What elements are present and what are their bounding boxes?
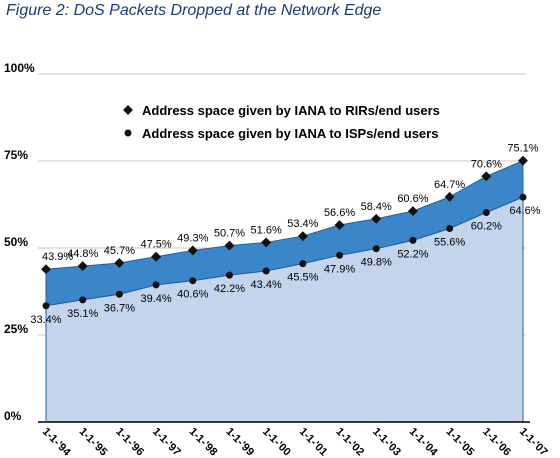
- marker-circle: [42, 302, 50, 310]
- legend-marker-diamond: [123, 105, 133, 115]
- marker-diamond: [407, 206, 418, 217]
- marker-diamond: [151, 251, 162, 262]
- x-tick-label: 1-1-'05: [443, 426, 476, 458]
- data-label-isps: 33.4%: [30, 314, 61, 326]
- marker-circle: [482, 209, 490, 217]
- data-label-isps: 42.2%: [214, 283, 245, 295]
- marker-diamond: [444, 191, 455, 202]
- data-label-isps: 35.1%: [67, 308, 98, 320]
- data-label-isps: 40.6%: [177, 289, 208, 301]
- legend-label: Address space given by IANA to ISPs/end …: [142, 126, 438, 141]
- data-label-rirs: 58.4%: [361, 201, 392, 213]
- data-label-rirs: 53.4%: [287, 218, 318, 230]
- data-label-isps: 36.7%: [104, 302, 135, 314]
- x-tick-label: 1-1-'04: [407, 426, 440, 458]
- marker-circle: [79, 296, 87, 304]
- data-label-isps: 55.6%: [434, 237, 465, 249]
- x-tick-label: 1-1-'06: [480, 426, 513, 458]
- data-label-isps: 52.2%: [397, 248, 428, 260]
- data-label-isps: 60.2%: [471, 221, 502, 233]
- x-tick-label: 1-1-'97: [150, 426, 183, 458]
- data-label-isps: 39.4%: [140, 293, 171, 305]
- x-tick-label: 1-1-'07: [517, 426, 550, 458]
- marker-circle: [262, 267, 270, 275]
- data-label-rirs: 43.9%: [42, 251, 73, 263]
- marker-circle: [299, 260, 307, 268]
- data-label-isps: 49.8%: [361, 257, 392, 269]
- marker-circle: [336, 251, 344, 259]
- legend-label: Address space given by IANA to RIRs/end …: [142, 103, 440, 118]
- data-label-rirs: 51.6%: [251, 224, 282, 236]
- marker-circle: [446, 225, 454, 233]
- marker-diamond: [224, 240, 235, 251]
- legend-marker-circle: [124, 129, 132, 137]
- data-label-rirs: 75.1%: [507, 143, 538, 155]
- data-label-rirs: 60.6%: [397, 193, 428, 205]
- marker-diamond: [371, 213, 382, 224]
- marker-circle: [115, 290, 123, 298]
- data-label-isps: 64.6%: [509, 205, 540, 217]
- marker-diamond: [518, 155, 528, 166]
- marker-circle: [189, 277, 197, 285]
- x-tick-label: 1-1-'02: [333, 426, 366, 458]
- data-label-rirs: 45.7%: [104, 245, 135, 257]
- x-tick-label: 1-1-'01: [297, 426, 330, 458]
- data-label-rirs: 47.5%: [140, 239, 171, 251]
- data-label-isps: 43.4%: [251, 279, 282, 291]
- y-tick-label: 100%: [4, 61, 35, 75]
- x-tick-label: 1-1-'98: [187, 426, 220, 458]
- x-tick-label: 1-1-'95: [77, 426, 110, 458]
- data-label-rirs: 49.3%: [177, 232, 208, 244]
- marker-circle: [372, 245, 380, 253]
- y-tick-label: 50%: [4, 235, 28, 249]
- x-tick-label: 1-1-'96: [113, 426, 146, 458]
- y-tick-label: 0%: [4, 409, 22, 423]
- data-label-isps: 45.5%: [287, 272, 318, 284]
- marker-diamond: [334, 220, 345, 230]
- marker-diamond: [297, 231, 308, 242]
- x-tick-label: 1-1-'94: [40, 426, 73, 458]
- data-label-isps: 47.9%: [324, 263, 355, 275]
- x-tick-label: 1-1-'99: [223, 426, 256, 458]
- marker-circle: [409, 236, 417, 244]
- data-label-rirs: 50.7%: [214, 228, 245, 240]
- y-tick-label: 75%: [4, 148, 28, 162]
- x-tick-label: 1-1-'03: [370, 426, 403, 458]
- data-label-rirs: 70.6%: [471, 158, 502, 170]
- x-tick-label: 1-1-'00: [260, 426, 293, 458]
- marker-circle: [225, 271, 233, 279]
- marker-diamond: [187, 245, 198, 256]
- marker-circle: [519, 193, 527, 201]
- chart-title: Figure 2: DoS Packets Dropped at the Net…: [6, 2, 382, 19]
- data-label-rirs: 56.6%: [324, 207, 355, 219]
- marker-diamond: [261, 237, 272, 248]
- data-label-rirs: 64.7%: [434, 179, 465, 191]
- marker-diamond: [481, 171, 492, 182]
- data-label-rirs: 44.8%: [67, 248, 98, 260]
- marker-circle: [152, 281, 160, 289]
- y-tick-label: 25%: [4, 322, 28, 336]
